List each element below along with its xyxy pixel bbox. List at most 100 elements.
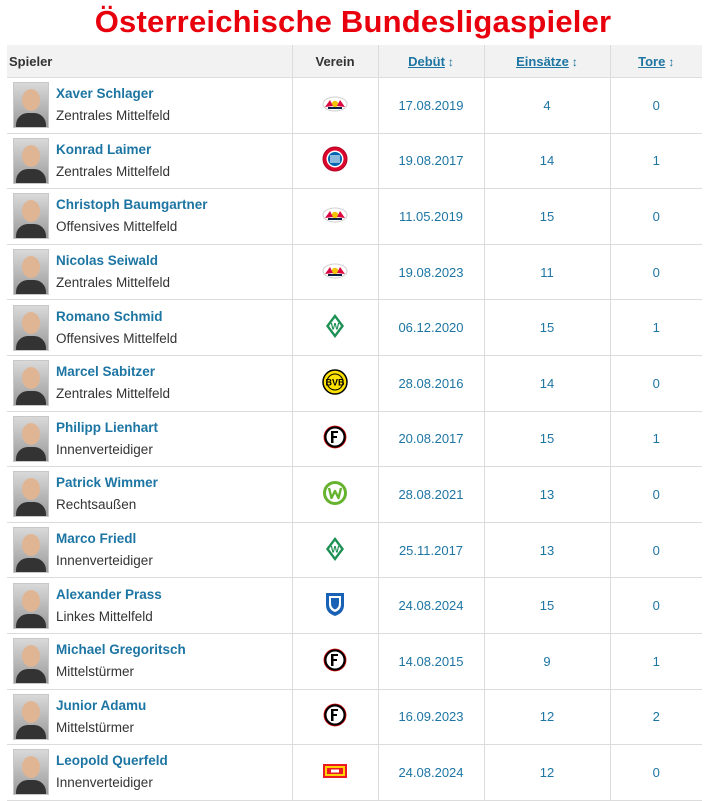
player-position: Linkes Mittelfeld	[56, 608, 153, 624]
debut-cell: 20.08.2017	[378, 411, 485, 468]
goals-cell: 0	[610, 355, 702, 412]
debut-cell: 06.12.2020	[378, 299, 485, 356]
svg-text:BVB: BVB	[325, 377, 345, 387]
player-name-link[interactable]: Philipp Lienhart	[56, 419, 159, 435]
player-photo[interactable]	[13, 638, 49, 685]
sort-icon[interactable]: ↕	[668, 54, 675, 69]
player-name-link[interactable]: Leopold Querfeld	[56, 753, 168, 769]
player-name-link[interactable]: Alexander Prass	[56, 586, 162, 602]
player-position: Innenverteidiger	[56, 775, 153, 791]
club-cell: BVB	[292, 355, 379, 412]
player-cell: Romano Schmid Offensives Mittelfeld	[7, 299, 293, 356]
column-header-apps[interactable]: Einsätze ↕	[484, 45, 611, 78]
sort-debut-link[interactable]: Debüt	[408, 53, 445, 69]
player-name-link[interactable]: Christoph Baumgartner	[56, 197, 208, 213]
debut-cell: 28.08.2016	[378, 355, 485, 412]
sort-apps-link[interactable]: Einsätze	[516, 53, 569, 69]
club-cell	[292, 244, 379, 301]
sort-goals-link[interactable]: Tore	[638, 53, 666, 69]
player-photo[interactable]	[13, 415, 49, 462]
table-row: Alexander Prass Linkes Mittelfeld 24.08.20…	[7, 577, 702, 634]
player-position: Innenverteidiger	[56, 441, 153, 457]
player-photo[interactable]	[13, 582, 49, 629]
player-cell: Alexander Prass Linkes Mittelfeld	[7, 577, 293, 634]
player-position: Offensives Mittelfeld	[56, 330, 178, 346]
goals-cell: 0	[610, 77, 702, 134]
player-name-link[interactable]: Romano Schmid	[56, 308, 163, 324]
player-photo[interactable]	[13, 304, 49, 351]
club-cell: W	[292, 299, 379, 356]
club-cell	[292, 577, 379, 634]
vfl-wolfsburg-crest-icon[interactable]	[322, 480, 348, 509]
player-photo[interactable]	[13, 749, 49, 796]
goals-cell: 0	[610, 522, 702, 579]
goals-cell: 1	[610, 133, 702, 190]
table-row: Marco Friedl Innenverteidiger W 25.11.2017 1…	[7, 522, 702, 579]
player-cell: Konrad Laimer Zentrales Mittelfeld	[7, 133, 293, 190]
club-cell: W	[292, 522, 379, 579]
svg-text:W: W	[331, 322, 340, 332]
table-row: Michael Gregoritsch Mittelstürmer 14.08.20…	[7, 633, 702, 690]
debut-cell: 11.05.2019	[378, 188, 485, 245]
player-name-link[interactable]: Nicolas Seiwald	[56, 253, 159, 269]
player-position: Zentrales Mittelfeld	[56, 275, 171, 291]
goals-cell: 1	[610, 411, 702, 468]
werder-bremen-crest-icon[interactable]: W	[324, 536, 346, 565]
player-name-link[interactable]: Marco Friedl	[56, 531, 137, 547]
player-name-link[interactable]: Marcel Sabitzer	[56, 364, 156, 380]
column-header-goals[interactable]: Tore ↕	[610, 45, 702, 78]
borussia-dortmund-crest-icon[interactable]: BVB	[322, 369, 348, 398]
bayern-munich-crest-icon[interactable]	[322, 146, 348, 175]
goals-cell: 0	[610, 188, 702, 245]
goals-cell: 0	[610, 744, 702, 801]
player-name-link[interactable]: Patrick Wimmer	[56, 475, 158, 491]
rb-leipzig-crest-icon[interactable]	[322, 95, 348, 116]
player-name-link[interactable]: Xaver Schlager	[56, 86, 154, 102]
apps-cell: 15	[484, 411, 611, 468]
club-cell	[292, 633, 379, 690]
goals-cell: 0	[610, 577, 702, 634]
player-photo[interactable]	[13, 527, 49, 574]
club-cell	[292, 188, 379, 245]
player-name-link[interactable]: Michael Gregoritsch	[56, 642, 186, 658]
player-photo[interactable]	[13, 693, 49, 740]
player-cell: Michael Gregoritsch Mittelstürmer	[7, 633, 293, 690]
werder-bremen-crest-icon[interactable]: W	[324, 313, 346, 342]
tsg-hoffenheim-crest-icon[interactable]	[324, 591, 346, 620]
table-row: Marcel Sabitzer Zentrales Mittelfeld BVB 28…	[7, 355, 702, 412]
player-name-link[interactable]: Konrad Laimer	[56, 141, 152, 157]
debut-cell: 24.08.2024	[378, 577, 485, 634]
club-cell	[292, 411, 379, 468]
union-berlin-crest-icon[interactable]	[322, 762, 348, 783]
rb-leipzig-crest-icon[interactable]	[322, 262, 348, 283]
sort-icon[interactable]: ↕	[447, 54, 454, 69]
player-cell: Patrick Wimmer Rechtsaußen	[7, 466, 293, 523]
goals-cell: 1	[610, 633, 702, 690]
goals-cell: 0	[610, 244, 702, 301]
column-header-debut[interactable]: Debüt ↕	[378, 45, 485, 78]
player-photo[interactable]	[13, 360, 49, 407]
player-name-link[interactable]: Junior Adamu	[56, 697, 147, 713]
sc-freiburg-crest-icon[interactable]	[323, 648, 347, 675]
table-row: Leopold Querfeld Innenverteidiger 24.08.20…	[7, 744, 702, 801]
player-photo[interactable]	[13, 249, 49, 296]
player-photo[interactable]	[13, 137, 49, 184]
goals-cell: 0	[610, 466, 702, 523]
player-photo[interactable]	[13, 471, 49, 518]
sc-freiburg-crest-icon[interactable]	[323, 425, 347, 452]
rb-leipzig-crest-icon[interactable]	[322, 206, 348, 227]
club-cell	[292, 744, 379, 801]
club-cell	[292, 466, 379, 523]
debut-cell: 28.08.2021	[378, 466, 485, 523]
apps-cell: 15	[484, 188, 611, 245]
apps-cell: 15	[484, 299, 611, 356]
sort-icon[interactable]: ↕	[571, 54, 578, 69]
player-cell: Nicolas Seiwald Zentrales Mittelfeld	[7, 244, 293, 301]
player-photo[interactable]	[13, 82, 49, 129]
goals-cell: 1	[610, 299, 702, 356]
player-photo[interactable]	[13, 193, 49, 240]
sc-freiburg-crest-icon[interactable]	[323, 703, 347, 730]
table-row: Christoph Baumgartner Offensives Mittelfe…	[7, 188, 702, 245]
player-position: Zentrales Mittelfeld	[56, 163, 171, 179]
club-cell	[292, 689, 379, 746]
